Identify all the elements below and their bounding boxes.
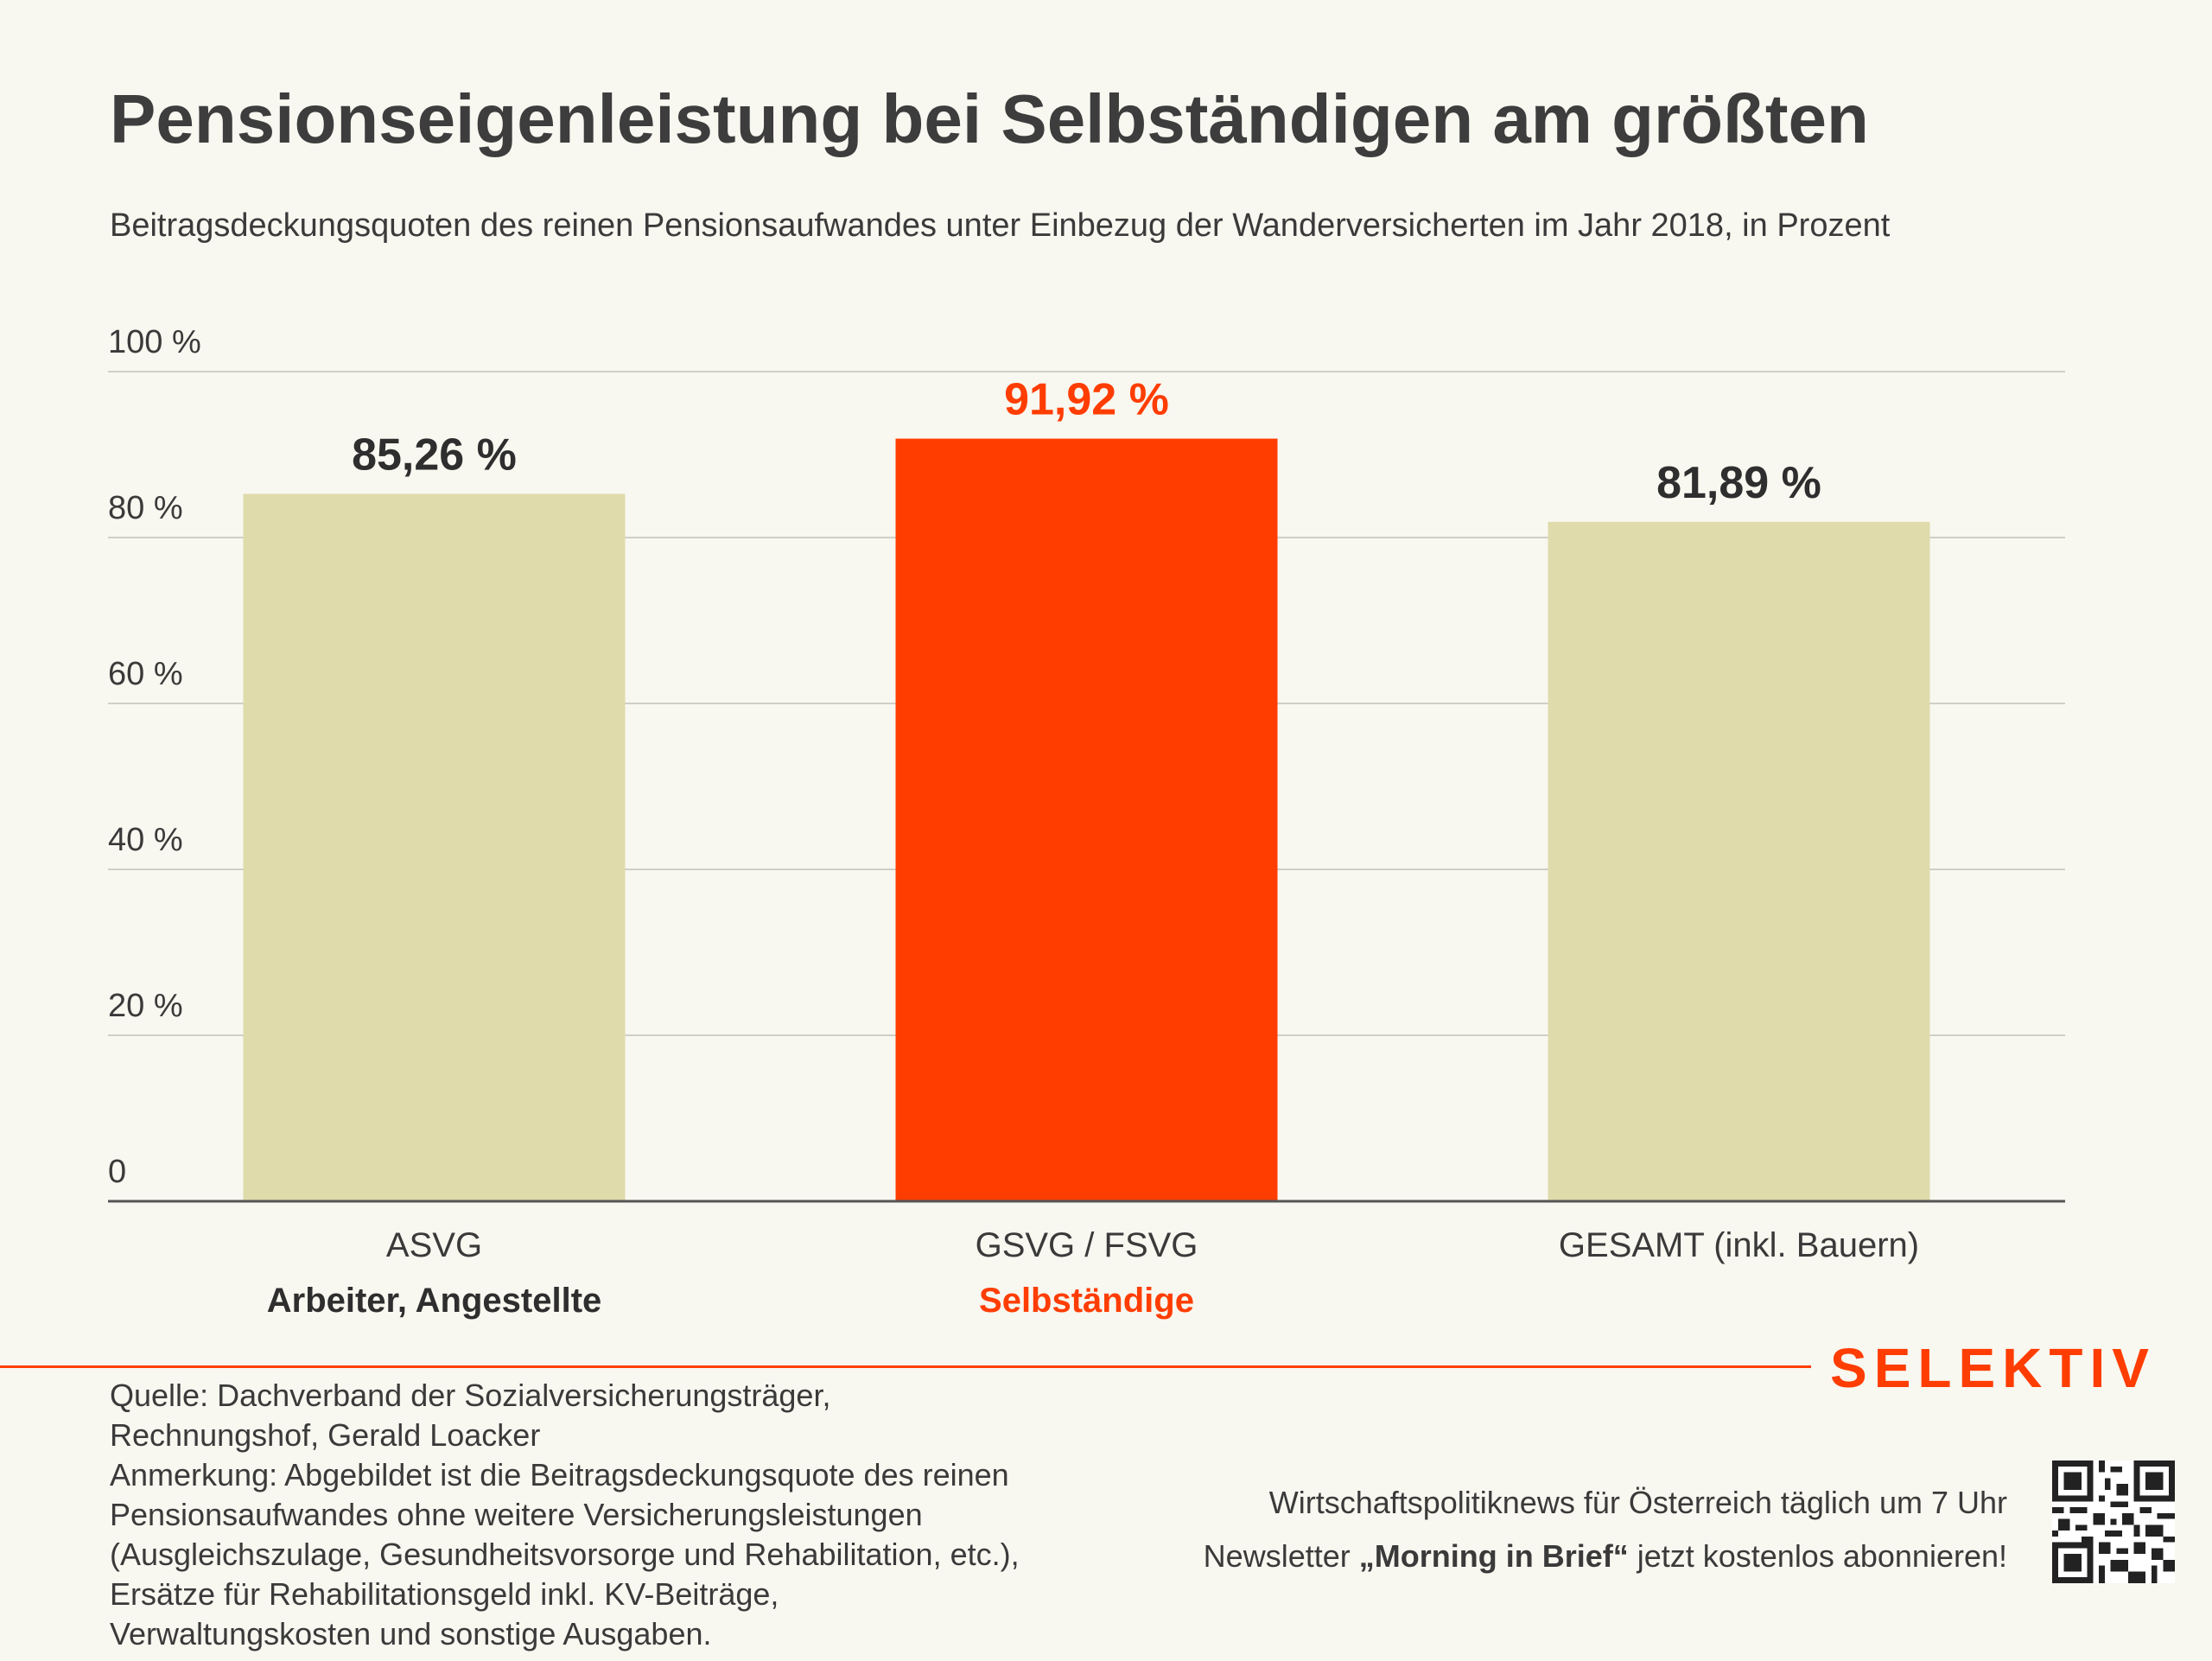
value-label: 91,92 % [1004, 375, 1169, 425]
chart-subtitle: Beitragsdeckungsquoten des reinen Pensio… [110, 207, 1891, 244]
category-sublabel: Arbeiter, Angestellte [267, 1282, 602, 1320]
promo-prefix: Newsletter [1203, 1538, 1359, 1574]
y-tick-label: 0 [108, 1154, 126, 1190]
newsletter-name: „Morning in Brief“ [1358, 1538, 1629, 1574]
note-line: Quelle: Dachverband der Sozialversicheru… [110, 1378, 831, 1413]
note-line: Pensionsaufwandes ohne weitere Versicher… [110, 1497, 923, 1532]
y-tick-label: 60 % [108, 656, 183, 692]
promo-line-1: Wirtschaftspolitiknews für Österreich tä… [1268, 1485, 2007, 1520]
note-line: Anmerkung: Abgebildet ist die Beitragsde… [110, 1457, 1009, 1492]
value-label: 81,89 % [1656, 458, 1821, 508]
note-line: Rechnungshof, Gerald Loacker [110, 1417, 541, 1453]
y-tick-label: 40 % [108, 822, 183, 858]
note-line: Ersätze für Rehabilitationsgeld inkl. KV… [110, 1576, 779, 1612]
category-label: GESAMT (inkl. Bauern) [1559, 1226, 1919, 1264]
note-line: (Ausgleichszulage, Gesundheitsvorsorge u… [110, 1537, 1020, 1572]
bar [895, 438, 1278, 1201]
category-label: GSVG / FSVG [976, 1226, 1198, 1264]
promo-line-2: Newsletter „Morning in Brief“ jetzt kost… [1204, 1530, 2007, 1583]
note-line: Verwaltungskosten und sonstige Ausgaben. [110, 1616, 712, 1651]
promo-suffix: jetzt kostenlos abonnieren! [1628, 1538, 2007, 1574]
bar [1548, 521, 1930, 1201]
value-label: 85,26 % [352, 430, 517, 480]
source-notes: Quelle: Dachverband der Sozialversicheru… [110, 1376, 1147, 1654]
bar-chart: 0 20 % 40 % 60 % 80 % 100 % 85,26 % ASVG Arbeite… [108, 324, 2065, 1320]
qr-code-icon[interactable] [2052, 1461, 2175, 1583]
bar [243, 493, 626, 1201]
y-tick-label: 80 % [108, 490, 183, 526]
footer-divider [0, 1365, 1811, 1368]
brand-logo: SELEKTIV [1830, 1337, 2156, 1399]
y-tick-label: 100 % [108, 324, 201, 360]
category-label: ASVG [386, 1226, 482, 1264]
category-sublabel: Selbständige [979, 1282, 1194, 1320]
newsletter-promo[interactable]: Wirtschaftspolitiknews für Österreich tä… [1204, 1476, 2007, 1583]
chart-title: Pensionseigenleistung bei Selbständigen … [110, 80, 1869, 157]
y-tick-label: 20 % [108, 988, 183, 1024]
